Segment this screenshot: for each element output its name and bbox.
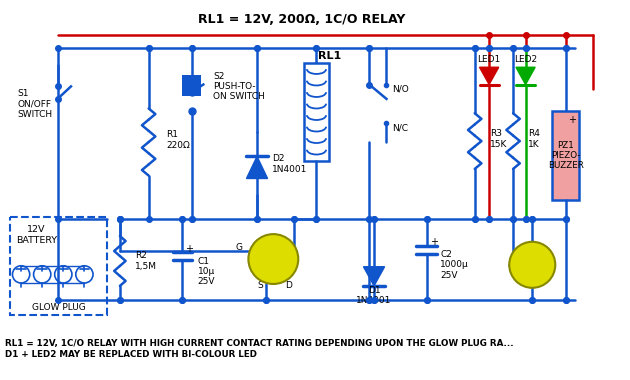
Text: BC548: BC548: [518, 267, 546, 276]
Text: RL1 = 12V, 200Ω, 1C/O RELAY: RL1 = 12V, 200Ω, 1C/O RELAY: [198, 13, 406, 26]
Text: R3
15K: R3 15K: [490, 130, 507, 149]
Text: RL1: RL1: [318, 51, 341, 61]
Text: N/O: N/O: [392, 85, 409, 94]
Text: R2
1,5M: R2 1,5M: [135, 251, 158, 271]
Circle shape: [509, 242, 555, 288]
Circle shape: [248, 234, 298, 284]
Text: C1
10μ
25V: C1 10μ 25V: [198, 256, 215, 287]
Text: PZ1
PIEZO-
BUZZER: PZ1 PIEZO- BUZZER: [548, 141, 584, 170]
Text: R4
1K: R4 1K: [529, 130, 541, 149]
Text: S: S: [257, 282, 263, 290]
Bar: [9, 217, 107, 315]
Polygon shape: [516, 67, 535, 84]
Text: R1
220Ω: R1 220Ω: [166, 130, 190, 150]
Polygon shape: [246, 157, 268, 179]
Text: T2: T2: [526, 256, 539, 266]
Text: D1
1N4001: D1 1N4001: [357, 286, 392, 305]
Text: N/C: N/C: [392, 123, 408, 132]
Text: D: D: [285, 282, 292, 290]
Text: LED2: LED2: [514, 55, 537, 64]
Text: BS170: BS170: [260, 261, 287, 270]
Text: +: +: [185, 244, 193, 253]
Text: T1: T1: [267, 251, 280, 260]
Text: 12V
BATTERY: 12V BATTERY: [16, 225, 57, 245]
Text: RL1 = 12V, 1C/O RELAY WITH HIGH CURRENT CONTACT RATING DEPENDING UPON THE GLOW P: RL1 = 12V, 1C/O RELAY WITH HIGH CURRENT …: [5, 339, 513, 348]
Text: G: G: [236, 243, 243, 252]
Text: +: +: [430, 237, 438, 247]
Bar: [553, 111, 579, 200]
Text: D1 + LED2 MAY BE REPLACED WITH BI-COLOUR LED: D1 + LED2 MAY BE REPLACED WITH BI-COLOUR…: [5, 350, 257, 359]
Text: LED1: LED1: [478, 55, 501, 64]
Text: GLOW PLUG: GLOW PLUG: [32, 304, 86, 312]
Text: C2
1000μ
25V: C2 1000μ 25V: [440, 250, 469, 280]
Text: D2
1N4001: D2 1N4001: [272, 154, 307, 174]
Polygon shape: [364, 267, 384, 286]
Bar: [182, 75, 202, 96]
Text: S1
ON/OFF
SWITCH: S1 ON/OFF SWITCH: [17, 89, 52, 119]
Text: S2
PUSH-TO-
ON SWITCH: S2 PUSH-TO- ON SWITCH: [213, 71, 265, 101]
Bar: [304, 63, 329, 161]
Text: +: +: [568, 115, 576, 125]
Polygon shape: [479, 67, 499, 84]
